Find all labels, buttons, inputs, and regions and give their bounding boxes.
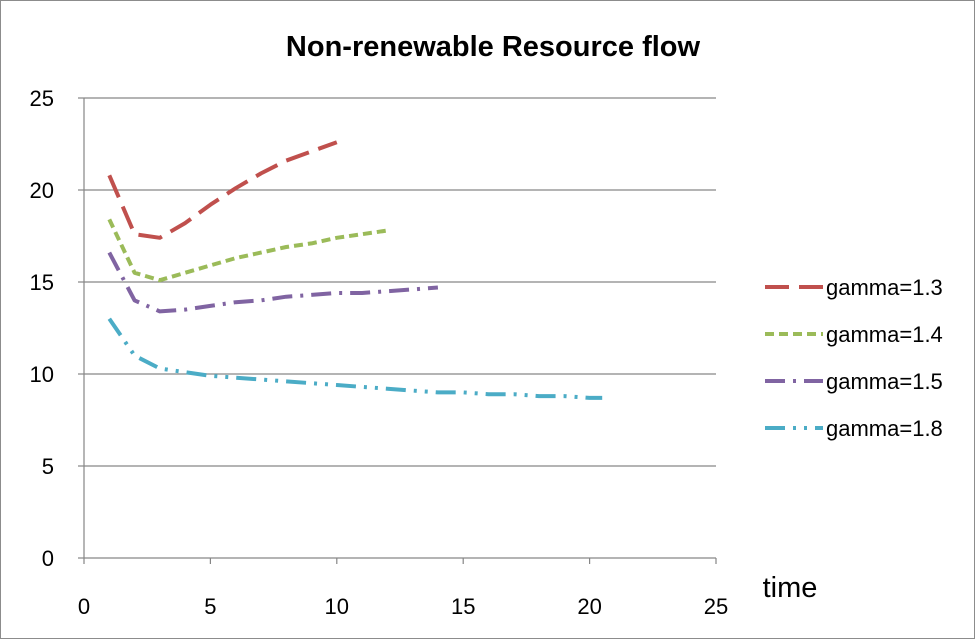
x-tick-label: 20 — [577, 594, 601, 619]
y-tick-label: 25 — [30, 86, 54, 111]
x-tick-label: 25 — [704, 594, 728, 619]
y-tick-label: 5 — [42, 454, 54, 479]
x-axis-label: time — [763, 572, 818, 604]
axes: 0 5 10 15 20 25 0 5 10 15 20 25 — [30, 86, 729, 619]
series-line-gamma=1.4 — [107, 218, 388, 283]
legend-label: gamma=1.5 — [826, 369, 943, 394]
legend-label: gamma=1.3 — [826, 275, 943, 300]
gridlines — [84, 97, 716, 559]
chart-title: Non-renewable Resource flow — [286, 31, 701, 63]
x-tick-label: 0 — [78, 594, 90, 619]
legend-label: gamma=1.4 — [826, 322, 943, 347]
y-tick-label: 15 — [30, 270, 54, 295]
x-tick-label: 5 — [204, 594, 216, 619]
series-lines — [107, 140, 603, 400]
legend: gamma=1.3 gamma=1.4 gamma=1.5 gamma=1.8 — [765, 275, 943, 441]
x-tick-label: 15 — [451, 594, 475, 619]
series-line-gamma=1.5 — [107, 251, 439, 314]
legend-label: gamma=1.8 — [826, 416, 943, 441]
y-tick-label: 20 — [30, 178, 54, 203]
series-line-gamma=1.3 — [107, 140, 338, 240]
x-tick-label: 10 — [325, 594, 349, 619]
y-tick-label: 10 — [30, 362, 54, 387]
series-line-gamma=1.8 — [107, 317, 603, 400]
y-tick-label: 0 — [42, 546, 54, 571]
